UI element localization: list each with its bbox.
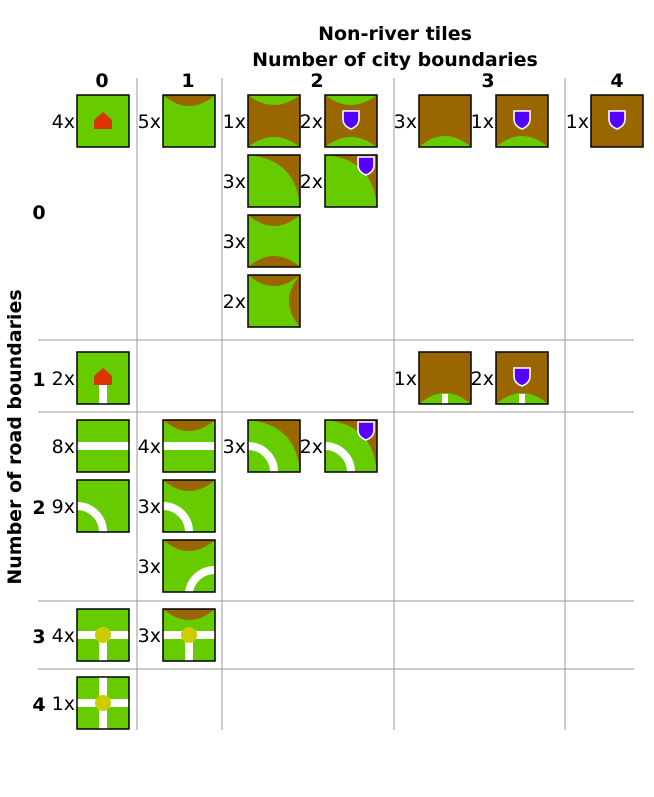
tile-entry: 2x bbox=[471, 351, 549, 405]
tile-city-corner-road-curve-icon bbox=[247, 419, 301, 473]
tile-entry: 5x bbox=[138, 94, 216, 148]
tile-city-cap-road-curve-right-icon bbox=[162, 539, 216, 593]
tile-count: 8x bbox=[52, 436, 75, 458]
tile-list: 4x 5x 1x 2x 3x 2x 3x 2x 3x 1x 1x 2x 1x 2x 8x 9x 4x 3x 3x 3x… bbox=[52, 94, 644, 730]
tile-city-corner-road-curve-shield-icon bbox=[324, 419, 378, 473]
grid-lines bbox=[38, 78, 634, 730]
row-label-1: 1 bbox=[32, 369, 45, 391]
tile-city-caps-top-right-icon bbox=[247, 274, 301, 328]
tile-count: 3x bbox=[138, 556, 161, 578]
tile-entry: 2x bbox=[300, 94, 378, 148]
tile-road-three-way-icon bbox=[76, 608, 130, 662]
tile-count: 2x bbox=[471, 368, 494, 390]
tile-entry: 2x bbox=[300, 154, 378, 208]
tile-entry: 4x bbox=[138, 419, 216, 473]
tile-entry: 8x bbox=[52, 419, 130, 473]
tile-entry: 3x bbox=[394, 94, 472, 148]
tile-city-cap-road-three-way-icon bbox=[162, 608, 216, 662]
tile-entry: 3x bbox=[138, 608, 216, 662]
tile-count: 2x bbox=[300, 111, 323, 133]
tile-count: 1x bbox=[223, 111, 246, 133]
tile-road-four-way-icon bbox=[76, 676, 130, 730]
tile-count: 3x bbox=[223, 171, 246, 193]
tile-entry: 1x bbox=[223, 94, 301, 148]
tile-city-one-edge-icon bbox=[162, 94, 216, 148]
tile-city-three-edges-road-shield-icon bbox=[495, 351, 549, 405]
tile-count: 2x bbox=[300, 436, 323, 458]
tile-monastery-road-icon bbox=[76, 351, 130, 405]
tile-count: 2x bbox=[300, 171, 323, 193]
tile-entry: 1x bbox=[52, 676, 130, 730]
row-label-2: 2 bbox=[32, 497, 45, 519]
tile-road-curve-icon bbox=[76, 479, 130, 533]
tile-count: 3x bbox=[223, 231, 246, 253]
tile-city-full-shield-icon bbox=[590, 94, 644, 148]
tile-count: 9x bbox=[52, 496, 75, 518]
tile-entry: 9x bbox=[52, 479, 130, 533]
tile-city-cap-road-curve-left-icon bbox=[162, 479, 216, 533]
tile-city-corner-shield-icon bbox=[324, 154, 378, 208]
column-label-0: 0 bbox=[95, 70, 108, 92]
tile-count: 1x bbox=[471, 111, 494, 133]
tile-entry: 3x bbox=[138, 479, 216, 533]
tile-entry: 3x bbox=[138, 539, 216, 593]
tile-count: 2x bbox=[223, 291, 246, 313]
row-label-4: 4 bbox=[32, 694, 45, 716]
tile-monastery-icon bbox=[76, 94, 130, 148]
tile-entry: 3x bbox=[223, 419, 301, 473]
tile-city-two-opposite-separate-shield-icon bbox=[324, 94, 378, 148]
tile-entry: 1x bbox=[566, 94, 644, 148]
column-label-4: 4 bbox=[610, 70, 623, 92]
tile-entry: 3x bbox=[223, 214, 301, 268]
tile-count: 2x bbox=[52, 368, 75, 390]
tile-city-corner-icon bbox=[247, 154, 301, 208]
row-label-3: 3 bbox=[32, 626, 45, 648]
tile-entry: 2x bbox=[223, 274, 301, 328]
tile-count: 4x bbox=[138, 436, 161, 458]
tile-entry: 1x bbox=[394, 351, 472, 405]
tile-city-three-edges-road-icon bbox=[418, 351, 472, 405]
tile-city-cap-road-straight-icon bbox=[162, 419, 216, 473]
tile-count: 1x bbox=[52, 693, 75, 715]
tile-entry: 4x bbox=[52, 94, 130, 148]
tile-entry: 2x bbox=[52, 351, 130, 405]
tile-city-two-opposite-separate-icon bbox=[247, 94, 301, 148]
tile-count: 3x bbox=[138, 496, 161, 518]
row-label-0: 0 bbox=[32, 202, 45, 224]
tile-count: 1x bbox=[394, 368, 417, 390]
tile-city-caps-top-bottom-icon bbox=[247, 214, 301, 268]
column-label-2: 2 bbox=[310, 70, 323, 92]
tile-entry: 2x bbox=[300, 419, 378, 473]
tile-entry: 3x bbox=[223, 154, 301, 208]
tile-count: 3x bbox=[138, 625, 161, 647]
tile-road-straight-icon bbox=[76, 419, 130, 473]
tile-entry: 4x bbox=[52, 608, 130, 662]
tile-entry: 1x bbox=[471, 94, 549, 148]
tile-count: 4x bbox=[52, 111, 75, 133]
tile-count: 3x bbox=[223, 436, 246, 458]
tile-count: 5x bbox=[138, 111, 161, 133]
column-label-3: 3 bbox=[481, 70, 494, 92]
x-axis-title: Number of city boundaries bbox=[252, 49, 538, 71]
diagram-title: Non-river tiles bbox=[318, 23, 472, 45]
tile-count: 3x bbox=[394, 111, 417, 133]
column-label-1: 1 bbox=[181, 70, 194, 92]
tile-city-three-edges-shield-icon bbox=[495, 94, 549, 148]
tile-city-three-edges-icon bbox=[418, 94, 472, 148]
tile-count: 1x bbox=[566, 111, 589, 133]
y-axis-title: Number of road boundaries bbox=[4, 289, 26, 584]
tile-count: 4x bbox=[52, 625, 75, 647]
